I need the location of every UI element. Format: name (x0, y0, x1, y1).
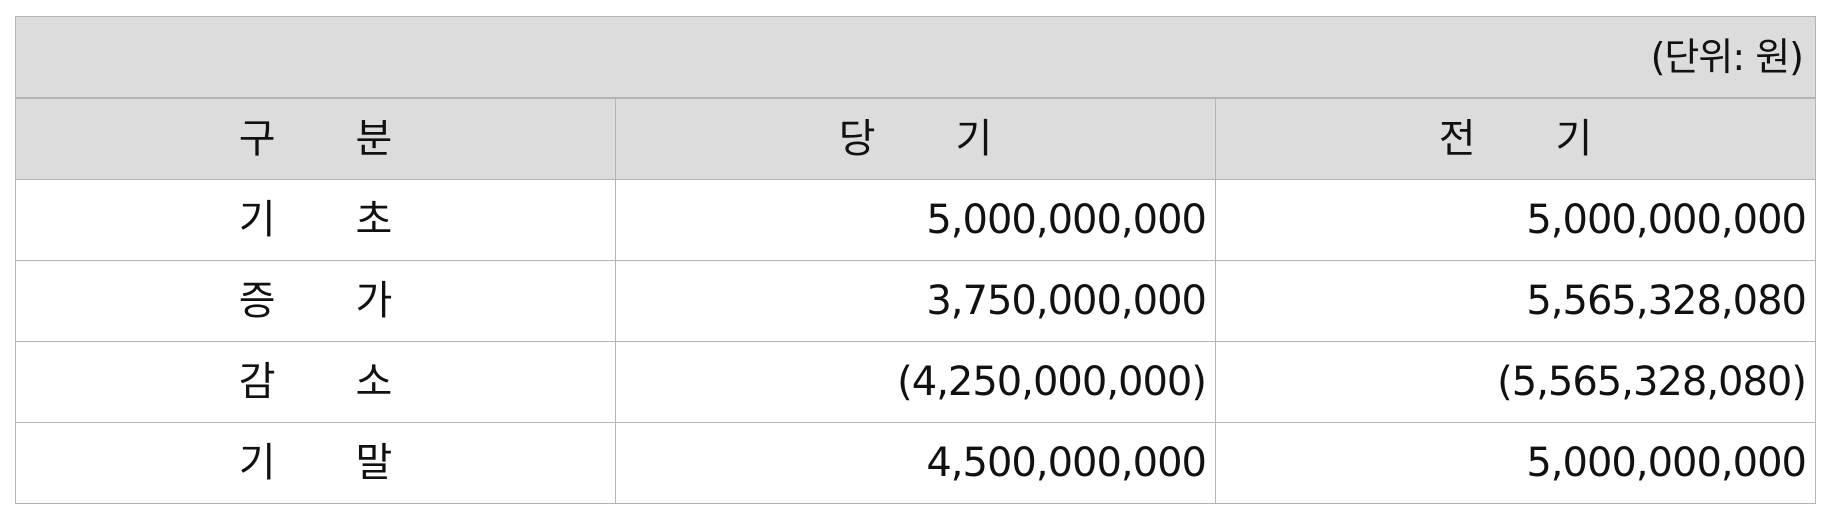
row-label: 기 초 (15, 179, 616, 261)
table-row-beginning: 기 초 5,000,000,000 5,000,000,000 (15, 179, 1816, 261)
column-header-label: 구 분 (15, 97, 616, 180)
table-row-decrease: 감 소 (4,250,000,000) (5,565,328,080) (15, 341, 1816, 423)
row-label: 감 소 (15, 341, 616, 423)
row-label: 증 가 (15, 260, 616, 342)
previous-value: 5,000,000,000 (1215, 422, 1816, 504)
current-value: 5,000,000,000 (615, 179, 1216, 261)
previous-value: 5,000,000,000 (1215, 179, 1816, 261)
column-header-current: 당 기 (615, 97, 1216, 180)
unit-note: (단위: 원) (15, 16, 1816, 99)
table-row-increase: 증 가 3,750,000,000 5,565,328,080 (15, 260, 1816, 342)
current-value: (4,250,000,000) (615, 341, 1216, 423)
column-header-previous: 전 기 (1215, 97, 1816, 180)
table-row-ending: 기 말 4,500,000,000 5,000,000,000 (15, 422, 1816, 504)
previous-value: 5,565,328,080 (1215, 260, 1816, 342)
previous-value: (5,565,328,080) (1215, 341, 1816, 423)
row-label: 기 말 (15, 422, 616, 504)
unit-row: (단위: 원) (15, 16, 1816, 99)
current-value: 4,500,000,000 (615, 422, 1216, 504)
capital-change-table: (단위: 원) 구 분 당 기 전 기 기 초 5,000,000,000 5,… (15, 16, 1816, 504)
current-value: 3,750,000,000 (615, 260, 1216, 342)
header-row: 구 분 당 기 전 기 (15, 97, 1816, 180)
